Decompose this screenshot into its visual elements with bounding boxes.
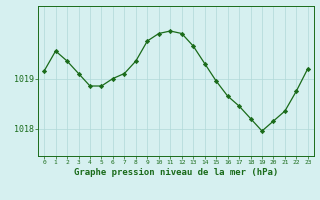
X-axis label: Graphe pression niveau de la mer (hPa): Graphe pression niveau de la mer (hPa) xyxy=(74,168,278,177)
